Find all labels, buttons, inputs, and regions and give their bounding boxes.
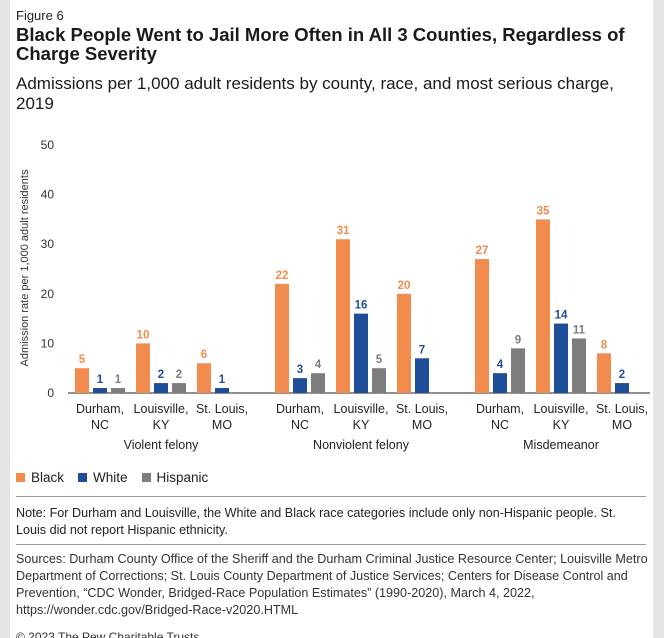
- legend-label-white: White: [93, 470, 128, 485]
- data-label-black: 35: [537, 205, 550, 217]
- bar-white: [415, 358, 429, 393]
- x-tick-label: KY: [153, 418, 170, 432]
- bar-black: [75, 368, 89, 393]
- x-tick-label: Durham,: [276, 402, 324, 416]
- data-label-white: 3: [297, 364, 303, 376]
- data-label-black: 5: [79, 354, 86, 366]
- data-label-white: 1: [219, 374, 226, 386]
- data-label-hispanic: 5: [376, 354, 383, 366]
- chart-subtitle: Admissions per 1,000 adult residents by …: [16, 74, 614, 113]
- data-label-white: 2: [619, 369, 625, 381]
- data-label-black: 20: [398, 280, 411, 292]
- legend-item-hispanic: Hispanic: [141, 470, 209, 485]
- data-label-hispanic: 11: [573, 324, 586, 336]
- bar-hispanic: [511, 348, 525, 393]
- bar-white: [293, 378, 307, 393]
- bar-black: [597, 353, 611, 393]
- bar-hispanic: [172, 383, 186, 393]
- legend-swatch-white: [78, 473, 88, 482]
- bar-black: [275, 283, 289, 393]
- data-label-black: 27: [476, 245, 489, 257]
- y-tick-label: 30: [41, 237, 55, 251]
- bar-hispanic: [311, 373, 325, 393]
- bar-white: [354, 313, 368, 393]
- bar-black: [536, 219, 550, 393]
- chart-title: Black People Went to Jail More Often in …: [16, 24, 625, 64]
- bar-hispanic: [111, 388, 125, 393]
- bar-white: [554, 323, 568, 393]
- bar-black: [136, 343, 150, 393]
- divider: [16, 496, 646, 497]
- x-tick-label: Durham,: [476, 402, 524, 416]
- bar-white: [493, 373, 507, 393]
- figure-card: Figure 6 Black People Went to Jail More …: [10, 0, 653, 638]
- y-tick-label: 40: [41, 188, 55, 202]
- x-tick-label: St. Louis,: [396, 402, 448, 416]
- data-label-white: 7: [419, 344, 425, 356]
- bar-hispanic: [572, 338, 586, 393]
- x-tick-label: Louisville,: [334, 402, 389, 416]
- chart-note: Note: For Durham and Louisville, the Whi…: [16, 506, 616, 537]
- chart-legend: Black White Hispanic: [16, 470, 222, 485]
- y-tick-label: 10: [41, 336, 55, 350]
- x-tick-label: Louisville,: [534, 402, 589, 416]
- x-tick-label: KY: [553, 418, 570, 432]
- x-tick-label: MO: [612, 418, 632, 432]
- x-tick-label: NC: [291, 418, 309, 432]
- data-label-black: 8: [601, 339, 608, 351]
- data-label-white: 1: [97, 374, 104, 386]
- data-label-black: 10: [137, 329, 150, 341]
- data-label-white: 2: [158, 369, 164, 381]
- bar-white: [615, 383, 629, 393]
- legend-item-white: White: [78, 470, 128, 485]
- bar-black: [475, 259, 489, 393]
- x-tick-label: St. Louis,: [196, 402, 248, 416]
- bar-black: [336, 239, 350, 393]
- y-tick-label: 50: [41, 138, 55, 152]
- legend-label-black: Black: [31, 470, 65, 485]
- bar-chart: Admission rate per 1,000 adult residents…: [19, 138, 650, 452]
- x-tick-label: NC: [91, 418, 109, 432]
- data-label-black: 6: [201, 349, 207, 361]
- data-label-hispanic: 4: [315, 359, 322, 371]
- x-tick-label: KY: [353, 418, 370, 432]
- divider: [16, 544, 646, 545]
- figure-label: Figure 6: [16, 8, 64, 23]
- bar-hispanic: [372, 368, 386, 393]
- legend-swatch-black: [16, 473, 25, 482]
- legend-label-hispanic: Hispanic: [156, 470, 209, 485]
- x-tick-label: St. Louis,: [596, 402, 648, 416]
- bar-white: [154, 383, 168, 393]
- bar-white: [215, 388, 229, 393]
- x-tick-label: NC: [491, 418, 509, 432]
- group-label: Violent felony: [124, 438, 200, 452]
- x-tick-label: Louisville,: [134, 402, 189, 416]
- legend-swatch-hispanic: [141, 473, 151, 482]
- legend-item-black: Black: [16, 470, 64, 485]
- data-label-hispanic: 1: [115, 374, 122, 386]
- data-label-hispanic: 9: [515, 334, 521, 346]
- x-tick-label: MO: [412, 418, 432, 432]
- group-label: Misdemeanor: [523, 438, 599, 452]
- bar-black: [397, 293, 411, 393]
- x-tick-label: MO: [212, 418, 232, 432]
- x-tick-label: Durham,: [76, 402, 124, 416]
- copyright: © 2023 The Pew Charitable Trusts: [16, 630, 200, 638]
- data-label-black: 22: [276, 270, 289, 282]
- y-tick-label: 20: [41, 287, 55, 301]
- data-label-hispanic: 2: [176, 369, 182, 381]
- y-axis-label: Admission rate per 1,000 adult residents: [19, 169, 31, 366]
- bar-white: [93, 388, 107, 393]
- data-label-black: 31: [337, 225, 350, 237]
- data-label-white: 4: [497, 359, 504, 371]
- data-label-white: 16: [355, 300, 368, 312]
- group-label: Nonviolent felony: [313, 438, 410, 452]
- y-tick-label: 0: [47, 386, 54, 400]
- chart-sources: Sources: Durham County Office of the She…: [16, 552, 648, 617]
- data-label-white: 14: [555, 310, 568, 322]
- bar-black: [197, 363, 211, 393]
